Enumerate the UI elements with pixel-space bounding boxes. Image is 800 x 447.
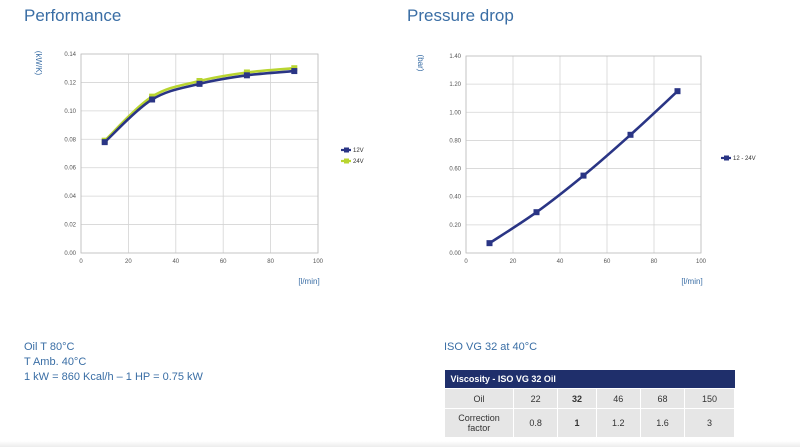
data-point — [291, 68, 298, 75]
viscosity-caption: ISO VG 32 at 40°C — [444, 341, 538, 353]
y-tick-label: 0.10 — [64, 109, 76, 115]
y-tick-label: 0.80 — [449, 138, 461, 144]
oil-value-32: 32 — [557, 388, 597, 409]
x-axis-label: [l/min] — [298, 277, 319, 286]
performance-chart: 0.00 0.02 0.04 0.06 0.08 0.10 0.12 0.14 0 20 40 60 8… — [34, 51, 364, 286]
legend-marker — [724, 155, 729, 161]
data-point — [533, 209, 540, 216]
y-tick-label: 0.00 — [449, 251, 461, 257]
viscosity-table-title: Viscosity - ISO VG 32 Oil — [444, 370, 735, 389]
y-tick-label: 0.14 — [64, 52, 76, 58]
y-tick-label: 0.40 — [449, 195, 461, 201]
x-tick-label: 80 — [651, 259, 658, 265]
x-tick-label: 60 — [604, 259, 611, 265]
data-point — [101, 139, 108, 146]
x-tick-label: 0 — [79, 259, 83, 265]
table-row: Correction factor 0.8 1 1.2 1.6 3 — [444, 408, 735, 438]
legend-label: 12 - 24V — [733, 156, 756, 162]
x-tick-label: 20 — [510, 259, 517, 265]
y-axis-label: (bar) — [416, 55, 425, 72]
table-row: Oil 22 32 46 68 150 — [444, 388, 735, 409]
data-point — [243, 72, 250, 79]
x-tick-label: 80 — [267, 259, 274, 265]
notes: Oil T 80°C T Amb. 40°C 1 kW = 860 Kcal/h… — [24, 340, 203, 385]
oil-value-150: 150 — [684, 388, 735, 409]
y-tick-label: 1.00 — [449, 110, 461, 116]
x-tick-label: 20 — [125, 259, 132, 265]
pressure-drop-chart: 0.00 0.20 0.40 0.60 0.80 1.00 1.20 1.40 0 20 40 60 8… — [416, 54, 756, 286]
data-point — [196, 80, 203, 87]
data-point — [674, 88, 681, 95]
y-tick-label: 0.20 — [449, 223, 461, 229]
legend-marker — [344, 147, 349, 153]
x-tick-label: 100 — [313, 259, 324, 265]
y-tick-label: 0.06 — [64, 166, 76, 172]
data-point — [580, 172, 587, 179]
x-tick-label: 40 — [557, 259, 564, 265]
y-tick-label: 0.04 — [64, 194, 76, 200]
factor-value-1: 0.8 — [512, 408, 559, 438]
y-tick-label: 0.12 — [64, 80, 76, 86]
plot-area — [80, 53, 319, 254]
legend-label: 24V — [353, 159, 364, 165]
factor-value-3: 1.2 — [595, 408, 641, 438]
factor-value-4: 1.6 — [639, 408, 686, 438]
note-unit-conversion: 1 kW = 860 Kcal/h – 1 HP = 0.75 kW — [24, 371, 203, 383]
y-tick-label: 0.00 — [64, 251, 76, 257]
bottom-shadow — [0, 441, 800, 447]
oil-value-68: 68 — [639, 388, 686, 409]
data-point — [149, 96, 156, 103]
legend-marker — [344, 158, 349, 164]
row-label-oil: Oil — [444, 388, 514, 409]
y-tick-label: 0.08 — [64, 137, 76, 143]
series-line — [488, 90, 679, 245]
note-ambient-temp: T Amb. 40°C — [24, 356, 87, 368]
plot-area — [465, 55, 702, 254]
factor-value-5: 3 — [684, 408, 735, 438]
data-point — [627, 131, 634, 138]
legend-label: 12V — [353, 148, 364, 154]
x-tick-label: 40 — [172, 259, 179, 265]
oil-value-46: 46 — [595, 388, 641, 409]
x-tick-label: 100 — [696, 259, 707, 265]
pressure-drop-title: Pressure drop — [407, 6, 514, 25]
row-label-correction-factor: Correction factor — [444, 408, 514, 438]
x-tick-label: 60 — [220, 259, 227, 265]
x-axis-label: [l/min] — [681, 277, 702, 286]
viscosity-table: Viscosity - ISO VG 32 Oil Oil 22 32 46 6… — [444, 370, 735, 438]
data-point — [486, 240, 493, 247]
y-tick-label: 0.60 — [449, 167, 461, 173]
oil-value-22: 22 — [512, 388, 559, 409]
note-oil-temp: Oil T 80°C — [24, 341, 75, 353]
y-tick-label: 1.40 — [449, 54, 461, 60]
y-axis-label: (kW/K) — [34, 51, 43, 76]
factor-value-2: 1 — [557, 408, 597, 438]
y-tick-label: 1.20 — [449, 82, 461, 88]
performance-title: Performance — [24, 6, 122, 25]
x-tick-label: 0 — [464, 259, 468, 265]
y-tick-label: 0.02 — [64, 223, 76, 229]
